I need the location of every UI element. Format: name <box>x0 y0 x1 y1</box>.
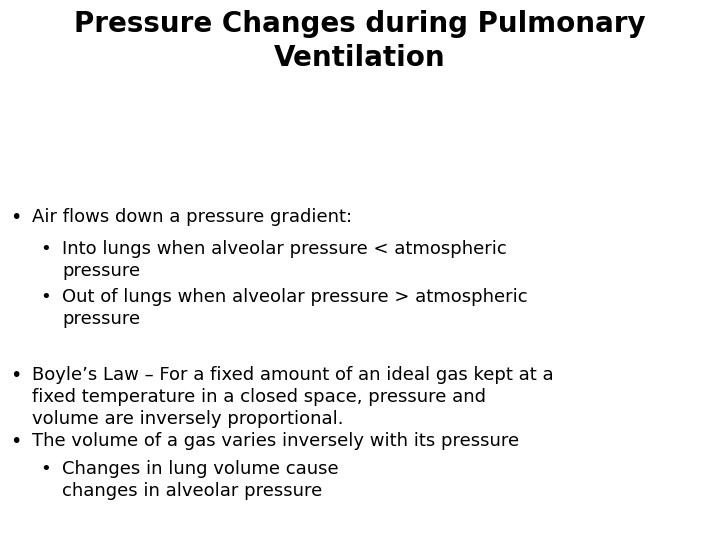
Text: Pressure Changes during Pulmonary
Ventilation: Pressure Changes during Pulmonary Ventil… <box>74 10 646 71</box>
Text: Changes in lung volume cause
changes in alveolar pressure: Changes in lung volume cause changes in … <box>62 460 338 500</box>
Text: •: • <box>40 460 50 478</box>
Text: Out of lungs when alveolar pressure > atmospheric
pressure: Out of lungs when alveolar pressure > at… <box>62 288 528 328</box>
Text: Into lungs when alveolar pressure < atmospheric
pressure: Into lungs when alveolar pressure < atmo… <box>62 240 507 280</box>
Text: Air flows down a pressure gradient:: Air flows down a pressure gradient: <box>32 208 352 226</box>
Text: •: • <box>40 240 50 258</box>
Text: •: • <box>10 432 22 451</box>
Text: Boyle’s Law – For a fixed amount of an ideal gas kept at a
fixed temperature in : Boyle’s Law – For a fixed amount of an i… <box>32 366 554 428</box>
Text: •: • <box>10 366 22 385</box>
Text: •: • <box>10 208 22 227</box>
Text: The volume of a gas varies inversely with its pressure: The volume of a gas varies inversely wit… <box>32 432 519 450</box>
Text: •: • <box>40 288 50 306</box>
